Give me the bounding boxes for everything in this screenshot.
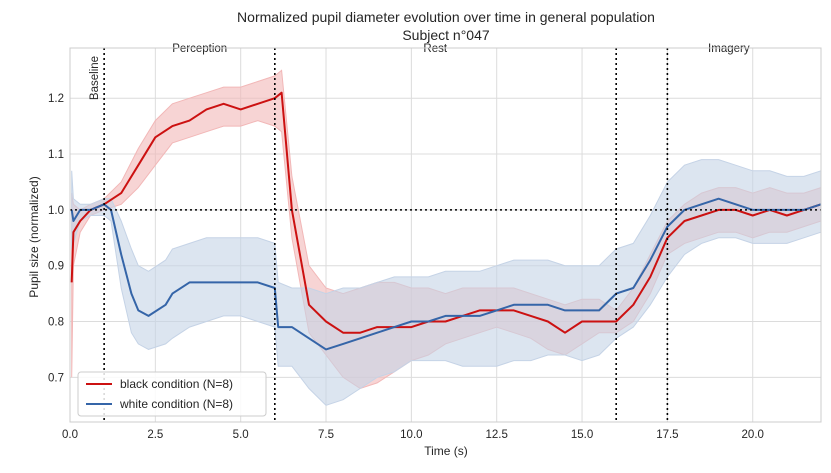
phase-label: Imagery bbox=[708, 43, 750, 55]
y-tick-label: 1.0 bbox=[48, 205, 64, 217]
phase-label: Perception bbox=[172, 43, 227, 55]
x-axis-label: Time (s) bbox=[424, 444, 468, 458]
y-axis-label: Pupil size (normalized) bbox=[27, 176, 41, 297]
y-tick-label: 1.1 bbox=[48, 149, 64, 161]
chart-title: Normalized pupil diameter evolution over… bbox=[237, 9, 655, 25]
legend: black condition (N=8) white condition (N=… bbox=[77, 371, 267, 417]
series-line-black bbox=[70, 91, 822, 334]
legend-label-white: white condition (N=8) bbox=[119, 397, 233, 411]
plot-area: Baseline Perception Rest Imagery 0.0 2.5 5.0 7.… bbox=[48, 43, 822, 441]
chart-subtitle: Subject n°047 bbox=[402, 27, 490, 43]
x-tick-label: 7.5 bbox=[318, 429, 334, 441]
phase-label: Baseline bbox=[89, 56, 101, 100]
phase-label: Rest bbox=[423, 43, 447, 55]
x-tick-label: 2.5 bbox=[147, 429, 163, 441]
x-tick-label: 10.0 bbox=[400, 429, 422, 441]
x-tick-label: 12.5 bbox=[486, 429, 508, 441]
series-line-white bbox=[70, 197, 822, 351]
y-tick-label: 0.9 bbox=[48, 261, 64, 273]
plot-frame bbox=[69, 47, 822, 423]
y-tick-label: 0.8 bbox=[48, 317, 64, 329]
x-tick-label: 17.5 bbox=[656, 429, 678, 441]
confidence-band-white bbox=[71, 159, 822, 406]
legend-label-black: black condition (N=8) bbox=[120, 377, 233, 391]
x-tick-label: 0.0 bbox=[62, 429, 78, 441]
legend-box bbox=[77, 371, 267, 417]
x-tick-label: 20.0 bbox=[742, 429, 764, 441]
x-tick-label: 15.0 bbox=[571, 429, 593, 441]
y-tick-label: 1.2 bbox=[48, 93, 64, 105]
y-tick-label: 0.7 bbox=[48, 372, 64, 384]
x-tick-label: 5.0 bbox=[233, 429, 249, 441]
